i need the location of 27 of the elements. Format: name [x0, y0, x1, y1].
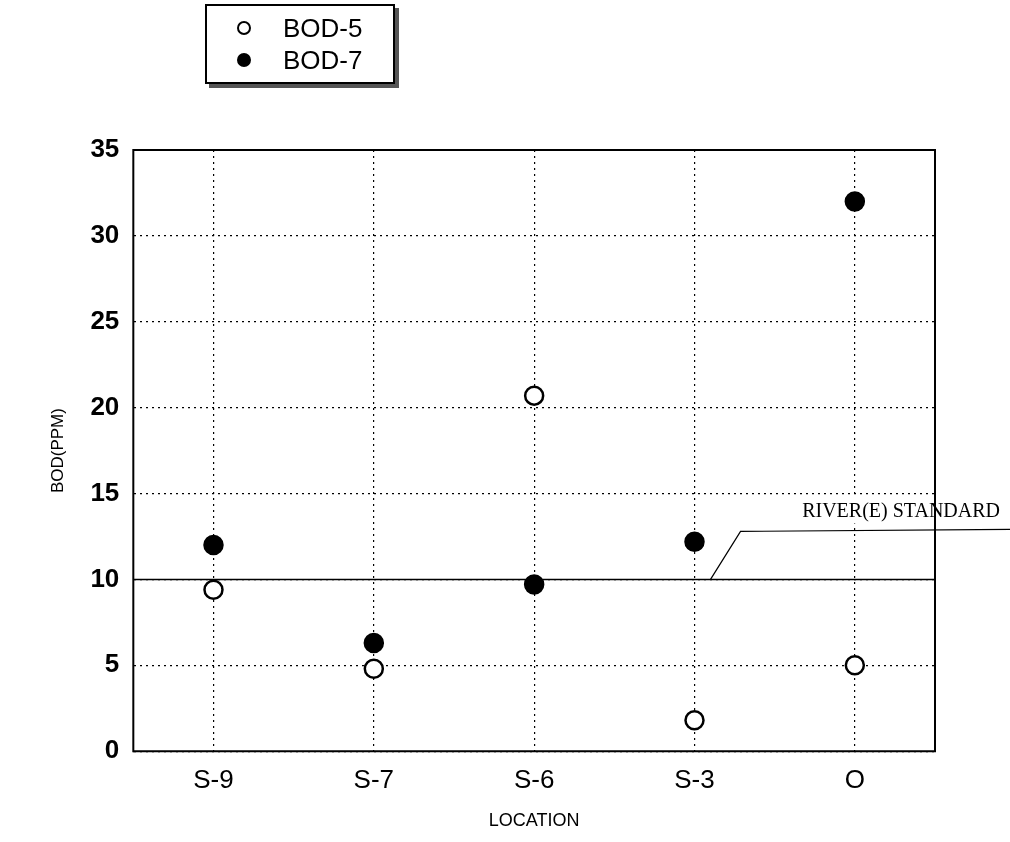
point — [363, 658, 385, 679]
x-tick-label: S-9 — [193, 763, 234, 794]
y-tick-label: 0 — [104, 734, 120, 765]
x-tick-label: S-6 — [513, 763, 555, 794]
y-tick-label: 5 — [104, 648, 120, 679]
y-axis-title: BOD(PPM) — [47, 408, 67, 494]
legend-label: BOD-5 — [283, 12, 363, 44]
y-tick-label: 10 — [90, 562, 120, 593]
x-tick-label: S-7 — [353, 763, 395, 794]
point — [523, 574, 545, 595]
x-tick-label: O — [844, 763, 865, 794]
point — [523, 385, 545, 406]
y-tick-label: 25 — [90, 304, 120, 335]
y-tick-label: 20 — [90, 390, 120, 421]
y-tick-label: 15 — [90, 476, 120, 507]
y-tick-label: 35 — [90, 133, 120, 164]
point — [684, 710, 705, 731]
point — [684, 531, 705, 552]
point — [363, 632, 385, 654]
point — [844, 191, 866, 212]
point — [203, 534, 224, 556]
point — [203, 579, 224, 600]
legend-label: BOD-7 — [283, 44, 363, 76]
y-tick-label: 30 — [90, 219, 120, 250]
x-tick-label: S-3 — [674, 763, 715, 794]
point — [844, 655, 866, 676]
x-axis-title: LOCATION — [488, 810, 580, 831]
